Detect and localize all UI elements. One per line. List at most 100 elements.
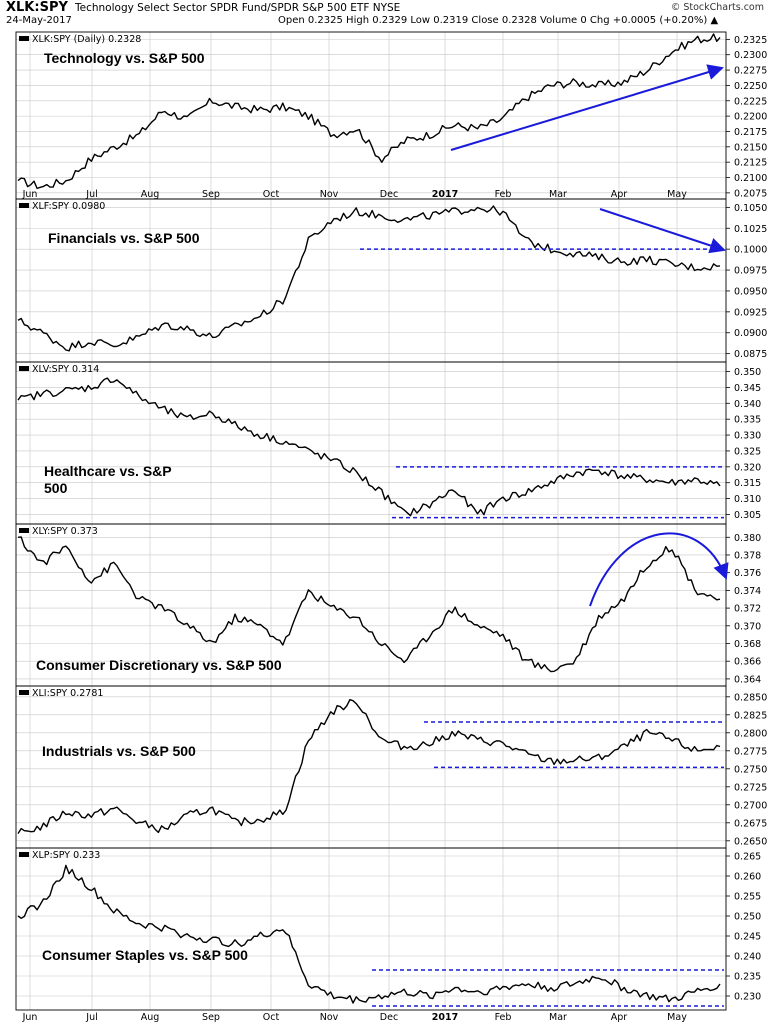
panel-5-symbol-label: XLI:SPY 0.2781 bbox=[32, 688, 103, 699]
panel-4-ytick-label: 0.378 bbox=[734, 550, 761, 561]
panel-2-ytick-label: 0.1025 bbox=[734, 224, 767, 235]
panel-3-ytick-label: 0.345 bbox=[734, 383, 761, 394]
panel-3-symbol-marker bbox=[19, 366, 29, 371]
panel-2-ytick-label: 0.0925 bbox=[734, 307, 767, 318]
panel-4-series-line bbox=[17, 536, 721, 673]
chart-subtitle: Technology Select Sector SPDR Fund/SPDR … bbox=[75, 2, 401, 14]
panel-2-ytick-label: 0.0875 bbox=[734, 349, 767, 360]
panel-1-ytick-label: 0.2325 bbox=[734, 35, 767, 46]
x-axis-label: Dec bbox=[380, 189, 398, 200]
x-axis-label: Jul bbox=[85, 189, 97, 200]
panel-6-series-line bbox=[17, 864, 721, 1004]
x-axis-label: Feb bbox=[495, 189, 512, 200]
x-axis-label: Jul bbox=[85, 1012, 97, 1023]
x-axis-label: Aug bbox=[141, 1012, 160, 1023]
panel-4-title: Consumer Discretionary vs. S&P 500 bbox=[36, 657, 282, 673]
panel-1-series-line bbox=[17, 33, 721, 190]
discretionary-arc-arrow bbox=[589, 532, 729, 607]
panel-1-ytick-label: 0.2100 bbox=[734, 173, 767, 184]
x-axis-label: Sep bbox=[202, 189, 220, 200]
panel-2-ytick-label: 0.0900 bbox=[734, 328, 767, 339]
panel-3-series-line bbox=[17, 377, 721, 517]
panel-4-ytick-label: 0.370 bbox=[734, 621, 761, 632]
panel-2-symbol-marker bbox=[19, 203, 29, 208]
panel-2-ytick-label: 0.1000 bbox=[734, 245, 767, 256]
panel-5-ytick-label: 0.2800 bbox=[734, 728, 767, 739]
chart-date: 24-May-2017 bbox=[6, 15, 72, 26]
panel-1-ytick-label: 0.2150 bbox=[734, 142, 767, 153]
panel-4-ytick-label: 0.366 bbox=[734, 657, 761, 668]
panel-3-ytick-label: 0.340 bbox=[734, 399, 761, 410]
ohlc-readout: Open 0.2325 High 0.2329 Low 0.2319 Close… bbox=[278, 15, 719, 26]
panel-4-symbol-marker bbox=[19, 528, 29, 533]
panel-5-ytick-label: 0.2675 bbox=[734, 818, 767, 829]
tech-uptrend-arrow bbox=[450, 64, 724, 151]
panel-6-symbol-marker bbox=[19, 852, 29, 857]
x-axis-label: Nov bbox=[320, 189, 339, 200]
panel-2-frame bbox=[15, 198, 727, 363]
panel-3-ytick-label: 0.350 bbox=[734, 367, 761, 378]
panel-4-ytick-label: 0.368 bbox=[734, 639, 761, 650]
panel-1-ytick-label: 0.2125 bbox=[734, 158, 767, 169]
x-axis-label: Mar bbox=[549, 1012, 567, 1023]
panel-6-ytick-label: 0.240 bbox=[734, 952, 761, 963]
panel-5-ytick-label: 0.2725 bbox=[734, 782, 767, 793]
panel-5-symbol-marker bbox=[19, 690, 29, 695]
panel-1-title: Technology vs. S&P 500 bbox=[44, 50, 205, 66]
stockcharts-credit: © StockCharts.com bbox=[670, 2, 764, 13]
panel-4-ytick-label: 0.364 bbox=[734, 674, 761, 685]
panel-5-title: Industrials vs. S&P 500 bbox=[42, 743, 196, 759]
panel-6-ytick-label: 0.230 bbox=[734, 992, 761, 1003]
panel-3-ytick-label: 0.305 bbox=[734, 510, 761, 521]
x-axis-label: May bbox=[667, 189, 687, 200]
panel-5-ytick-label: 0.2750 bbox=[734, 764, 767, 775]
panel-6-title: Consumer Staples vs. S&P 500 bbox=[42, 947, 248, 963]
panel-1-ytick-label: 0.2175 bbox=[734, 127, 767, 138]
panel-1-ytick-label: 0.2275 bbox=[734, 66, 767, 77]
x-axis-label: Jun bbox=[22, 189, 38, 200]
panel-4-ytick-label: 0.380 bbox=[734, 533, 761, 544]
x-axis-label: Apr bbox=[611, 189, 628, 200]
panel-1-symbol-marker bbox=[19, 36, 29, 41]
panel-2-title: Financials vs. S&P 500 bbox=[48, 230, 200, 246]
x-axis-label: Mar bbox=[549, 189, 567, 200]
panel-5-ytick-label: 0.2825 bbox=[734, 710, 767, 721]
panel-1-ytick-label: 0.2250 bbox=[734, 81, 767, 92]
panel-5-ytick-label: 0.2850 bbox=[734, 692, 767, 703]
x-axis-label: Oct bbox=[263, 1012, 280, 1023]
x-axis-label: Dec bbox=[380, 1012, 398, 1023]
x-axis-label: Oct bbox=[263, 189, 280, 200]
panel-1-ytick-label: 0.2075 bbox=[734, 188, 767, 199]
panel-3-ytick-label: 0.330 bbox=[734, 431, 761, 442]
panel-3-ytick-label: 0.320 bbox=[734, 462, 761, 473]
panel-1-ytick-label: 0.2225 bbox=[734, 96, 767, 107]
panel-6-symbol-label: XLP:SPY 0.233 bbox=[32, 850, 100, 861]
panel-3-frame bbox=[15, 361, 727, 525]
panel-2-ytick-label: 0.0950 bbox=[734, 286, 767, 297]
panel-2-series-line bbox=[17, 205, 721, 352]
panel-5-series-line bbox=[17, 699, 721, 834]
x-axis-label: Jun bbox=[22, 1012, 38, 1023]
x-axis-label: Aug bbox=[141, 189, 160, 200]
x-axis-label: 2017 bbox=[432, 189, 458, 200]
x-axis-label: May bbox=[667, 1012, 687, 1023]
panel-1-ytick-label: 0.2200 bbox=[734, 112, 767, 123]
panel-6-ytick-label: 0.235 bbox=[734, 972, 761, 983]
panel-4-ytick-label: 0.376 bbox=[734, 568, 761, 579]
panel-1-symbol-label: XLK:SPY (Daily) 0.2328 bbox=[32, 34, 141, 45]
panel-5-ytick-label: 0.2700 bbox=[734, 800, 767, 811]
panel-3-symbol-label: XLV:SPY 0.314 bbox=[32, 364, 99, 375]
panel-6-ytick-label: 0.255 bbox=[734, 892, 761, 903]
x-axis-label: Apr bbox=[611, 1012, 628, 1023]
panel-4-symbol-label: XLY:SPY 0.373 bbox=[32, 526, 98, 537]
financials-downtrend-arrow bbox=[599, 208, 726, 254]
panel-3-ytick-label: 0.310 bbox=[734, 494, 761, 505]
panel-6-ytick-label: 0.265 bbox=[734, 852, 761, 863]
panel-6-frame bbox=[15, 847, 727, 1011]
panel-6-ytick-label: 0.245 bbox=[734, 932, 761, 943]
panel-3-title: Healthcare vs. S&P 500 bbox=[44, 463, 172, 496]
panel-3-ytick-label: 0.315 bbox=[734, 478, 761, 489]
panel-3-ytick-label: 0.325 bbox=[734, 446, 761, 457]
panel-2-ytick-label: 0.0975 bbox=[734, 266, 767, 277]
